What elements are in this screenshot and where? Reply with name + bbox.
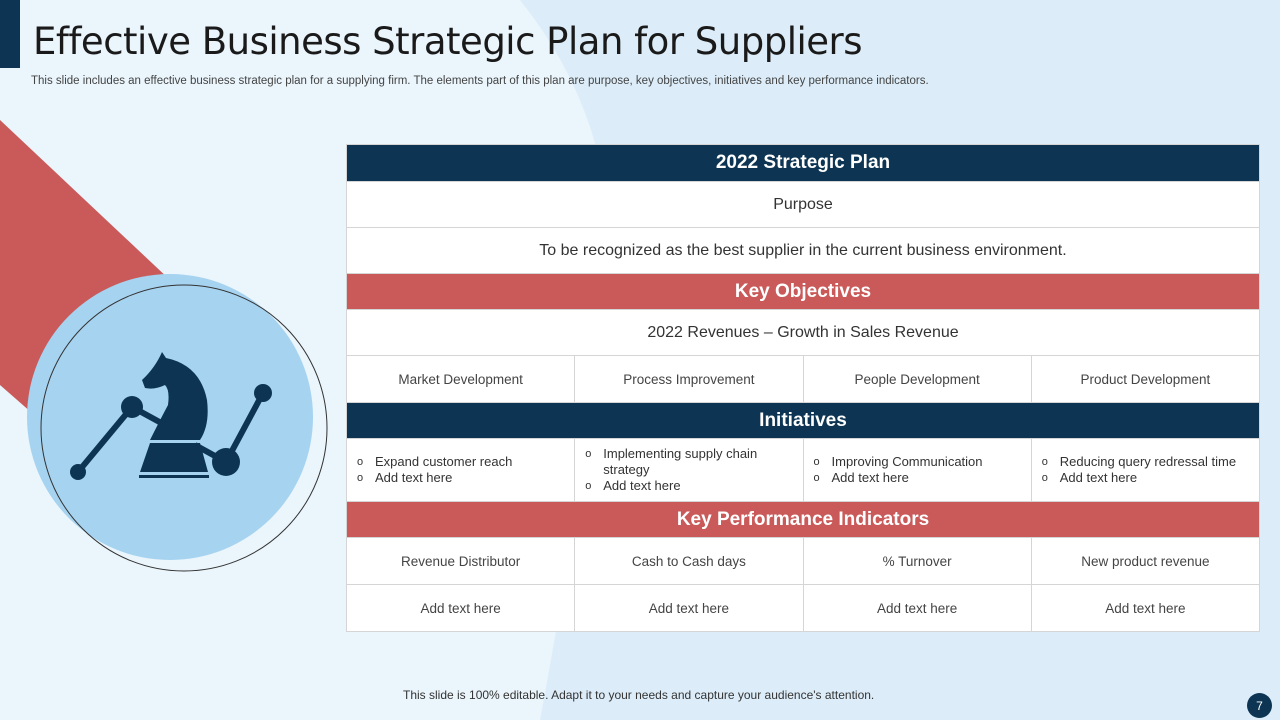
page-subtitle: This slide includes an effective busines… bbox=[31, 75, 929, 87]
list-item: Improving Communication bbox=[814, 454, 983, 470]
kpi-header: Key Performance Indicators bbox=[347, 501, 1259, 537]
objective-cell: Process Improvement bbox=[574, 356, 802, 402]
list-item: Add text here bbox=[585, 478, 802, 494]
kpi-cell: Revenue Distributor bbox=[400, 553, 521, 569]
objectives-header: Key Objectives bbox=[347, 273, 1259, 309]
list-item: Add text here bbox=[1042, 470, 1236, 486]
kpi-value-cell: Add text here bbox=[1030, 585, 1259, 631]
initiatives-header: Initiatives bbox=[347, 402, 1259, 438]
title-accent-bar bbox=[0, 0, 20, 68]
kpi-value-cell: Add text here bbox=[802, 585, 1031, 631]
page-number: 7 bbox=[1247, 693, 1272, 718]
purpose-label: Purpose bbox=[347, 181, 1259, 227]
initiative-cell: Implementing supply chain strategyAdd te… bbox=[574, 439, 802, 501]
initiative-cell: Reducing query redressal timeAdd text he… bbox=[1030, 439, 1259, 501]
red-diagonal-band bbox=[0, 120, 170, 420]
table-title: 2022 Strategic Plan bbox=[347, 145, 1259, 181]
list-item: Reducing query redressal time bbox=[1042, 454, 1236, 470]
kpi-cell: % Turnover bbox=[802, 538, 1031, 584]
kpi-value-cell: Add text here bbox=[420, 600, 501, 616]
footer-note: This slide is 100% editable. Adapt it to… bbox=[403, 688, 875, 702]
kpi-cell: Cash to Cash days bbox=[574, 538, 802, 584]
list-item: Add text here bbox=[814, 470, 983, 486]
kpi-value-cell: Add text here bbox=[574, 585, 802, 631]
initiatives-row: Expand customer reachAdd text here Imple… bbox=[347, 438, 1259, 501]
objective-cell: Market Development bbox=[398, 371, 523, 387]
kpi-row: Revenue Distributor Cash to Cash days % … bbox=[347, 537, 1259, 584]
initiative-cell: Improving CommunicationAdd text here bbox=[802, 439, 1031, 501]
chess-knight-growth-chart-icon bbox=[70, 352, 272, 480]
page-title: Effective Business Strategic Plan for Su… bbox=[33, 20, 863, 63]
purpose-text: To be recognized as the best supplier in… bbox=[347, 227, 1259, 273]
list-item: Expand customer reach bbox=[357, 454, 512, 470]
list-item: Implementing supply chain strategy bbox=[585, 446, 802, 478]
kpi-value-row: Add text here Add text here Add text her… bbox=[347, 584, 1259, 631]
strategic-plan-table: 2022 Strategic Plan Purpose To be recogn… bbox=[346, 144, 1260, 632]
objective-cell: People Development bbox=[802, 356, 1031, 402]
objective-cell: Product Development bbox=[1030, 356, 1259, 402]
kpi-cell: New product revenue bbox=[1030, 538, 1259, 584]
objectives-row: Market Development Process Improvement P… bbox=[347, 355, 1259, 402]
initiative-cell: Expand customer reachAdd text here bbox=[347, 439, 574, 501]
objectives-text: 2022 Revenues – Growth in Sales Revenue bbox=[347, 309, 1259, 355]
list-item: Add text here bbox=[357, 470, 512, 486]
